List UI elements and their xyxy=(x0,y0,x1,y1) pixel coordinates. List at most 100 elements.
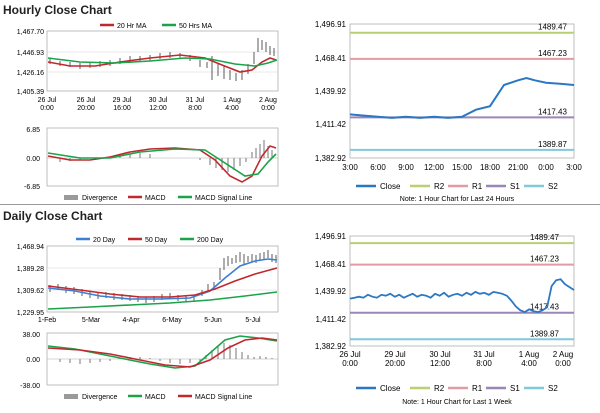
x-tick-label: 5-Mar xyxy=(82,317,101,324)
legend-label: R1 xyxy=(472,182,483,191)
plot-frame xyxy=(349,23,575,159)
legend-50-day: 50 Day xyxy=(128,237,168,244)
y-tick-label: 1,439.92 xyxy=(315,87,347,96)
level-label-s1: 1417.43 xyxy=(530,303,559,312)
signal-line xyxy=(47,148,277,177)
x-tick-label: 31 Jul 8:00 xyxy=(186,97,205,112)
legend-s1: S1 xyxy=(486,384,520,393)
chart-note: Note: 1 Hour Chart for Last 24 Hours xyxy=(400,196,515,203)
y-tick-label: 1,382.92 xyxy=(315,154,347,163)
level-label-r1: 1467.23 xyxy=(538,49,567,58)
close-series-line xyxy=(349,76,575,119)
x-tick-label: 15:00 xyxy=(452,163,473,172)
legend-50hrs-ma: 50 Hrs MA xyxy=(162,23,212,30)
legend-label: R1 xyxy=(472,384,483,393)
daily-section-title: Daily Close Chart xyxy=(3,209,103,223)
y-tick-label: 0.00 xyxy=(26,156,40,163)
legend-label: 20 Hr MA xyxy=(117,23,147,30)
y-tick-label: 1,229.95 xyxy=(17,310,44,317)
x-tick-label: 1-Feb xyxy=(38,317,56,324)
y-tick-label: 1,405.39 xyxy=(17,89,44,96)
legend-label: S2 xyxy=(548,384,558,393)
legend-20-day: 20 Day xyxy=(76,237,116,244)
legend-s2: S2 xyxy=(524,182,558,191)
legend-r1: R1 xyxy=(448,182,483,191)
legend-label: 50 Day xyxy=(145,237,168,244)
x-tick-label: 1 Aug 4:00 xyxy=(223,97,241,112)
x-tick-label: 12:00 xyxy=(424,163,445,172)
x-tick-label: 5-Jul xyxy=(245,317,261,324)
y-tick-label: 1,468.41 xyxy=(315,260,347,269)
hourly-section-title: Hourly Close Chart xyxy=(3,3,112,17)
x-tick-label: 5-Jun xyxy=(204,317,222,324)
x-tick-label: 3:00 xyxy=(342,163,358,172)
legend-label: Divergence xyxy=(82,394,118,401)
legend-label: S1 xyxy=(510,182,520,191)
level-label-r1: 1467.23 xyxy=(530,255,559,264)
legend-divergence: Divergence xyxy=(64,394,118,401)
legend-label: Close xyxy=(380,384,401,393)
signal-line xyxy=(47,337,278,368)
y-tick-label: 1,468.41 xyxy=(315,54,347,63)
legend-label: Close xyxy=(380,182,401,191)
legend-label: MACD Signal Line xyxy=(195,195,252,202)
y-tick-label: -38.00 xyxy=(20,383,40,390)
legend-s1: S1 xyxy=(486,182,520,191)
level-label-s2: 1389.87 xyxy=(530,329,559,338)
y-tick-label: 1,411.42 xyxy=(315,120,346,129)
legend-r2: R2 xyxy=(410,182,445,191)
x-tick-label: 4-Apr xyxy=(122,317,140,324)
legend-divergence: Divergence xyxy=(64,195,118,202)
x-tick-label: 2 Aug 0:00 xyxy=(553,350,573,368)
x-tick-label: 1 Aug 4:00 xyxy=(519,350,539,368)
x-tick-label: 29 Jul 16:00 xyxy=(113,97,132,112)
chart-note: Note: 1 Hour Chart for Last 1 Week xyxy=(402,399,512,406)
legend-macd: MACD xyxy=(128,195,166,202)
x-tick-label: 2 Aug 0:00 xyxy=(259,97,277,112)
level-label-r2: 1489.47 xyxy=(530,233,559,242)
x-tick-label: 21:00 xyxy=(508,163,529,172)
legend-20hr-ma: 20 Hr MA xyxy=(100,23,147,30)
legend-label: 20 Day xyxy=(93,237,116,244)
y-tick-label: 1,309.62 xyxy=(17,288,44,295)
y-tick-label: -6.85 xyxy=(24,184,40,191)
x-tick-label: 26 Jul 20:00 xyxy=(77,97,96,112)
plot-frame xyxy=(349,235,575,347)
x-tick-label: 6-May xyxy=(162,317,182,324)
y-tick-label: 1,411.42 xyxy=(315,315,346,324)
level-label-r2: 1489.47 xyxy=(538,23,567,32)
legend-label: 50 Hrs MA xyxy=(179,23,212,30)
y-tick-label: 1,439.92 xyxy=(315,287,347,296)
x-tick-label: 26 Jul 0:00 xyxy=(38,97,57,112)
y-tick-label: 1,467.70 xyxy=(17,29,44,36)
legend-macd-signal: MACD Signal Line xyxy=(178,195,252,202)
x-tick-label: 9:00 xyxy=(398,163,414,172)
y-tick-label: 0.00 xyxy=(26,357,40,364)
y-tick-label: 1,468.94 xyxy=(17,244,44,251)
x-tick-label: 26 Jul 0:00 xyxy=(339,350,361,368)
legend-label: 200 Day xyxy=(197,237,224,244)
x-tick-label: 6:00 xyxy=(370,163,386,172)
section-divider xyxy=(0,204,600,205)
legend-s2: S2 xyxy=(524,384,558,393)
x-tick-label: 31 Jul 8:00 xyxy=(473,350,495,368)
y-tick-label: 1,389.28 xyxy=(17,266,44,273)
ma-200-day-line xyxy=(47,291,278,310)
legend-macd-signal: MACD Signal Line xyxy=(178,394,252,401)
legend-label: MACD xyxy=(145,394,166,401)
x-tick-label: 30 Jul 12:00 xyxy=(429,350,451,368)
x-tick-label: 18:00 xyxy=(480,163,501,172)
legend-label: Divergence xyxy=(82,195,118,202)
y-tick-label: 1,496.91 xyxy=(315,232,347,241)
plot-frame xyxy=(46,30,279,92)
y-tick-label: 38.00 xyxy=(22,332,40,339)
legend-macd: MACD xyxy=(128,394,166,401)
legend-close: Close xyxy=(356,182,401,191)
close-series-line xyxy=(349,278,575,314)
x-tick-label: 30 Jul 12:00 xyxy=(149,97,168,112)
